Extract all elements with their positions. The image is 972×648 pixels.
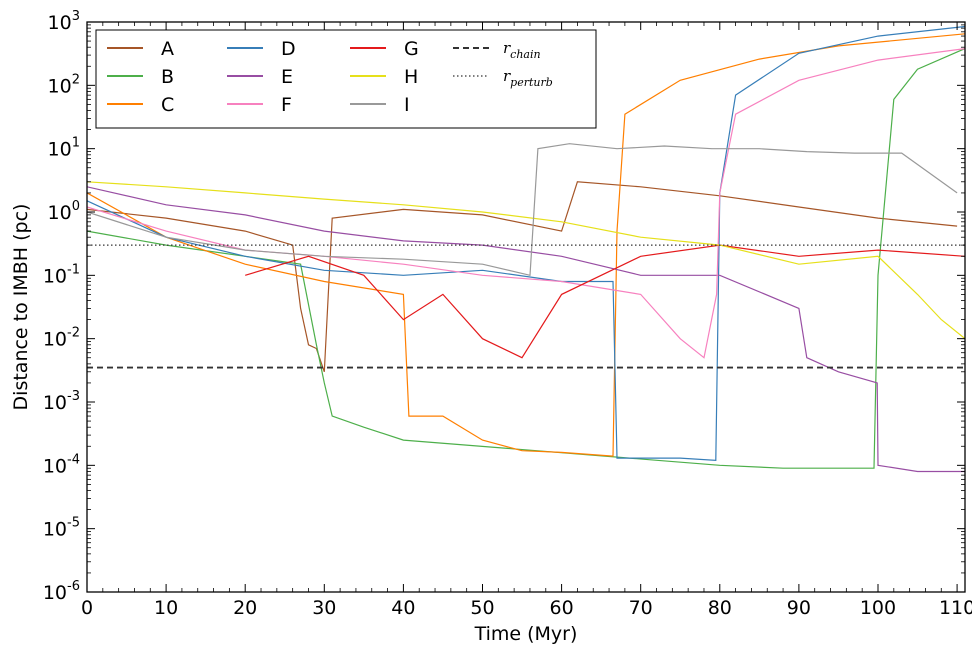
series-i-line bbox=[87, 143, 958, 277]
y-tick-label: 10-1 bbox=[43, 262, 80, 287]
y-axis-label: Distance to IMBH (pc) bbox=[10, 204, 32, 411]
x-tick-label: 30 bbox=[312, 597, 336, 619]
y-tick-label: 10-2 bbox=[43, 326, 80, 351]
reference-lines bbox=[87, 244, 965, 369]
legend-label-d: D bbox=[281, 38, 296, 60]
legend-label-perturb: rperturb bbox=[503, 67, 553, 89]
y-tick-label: 10-5 bbox=[43, 516, 80, 541]
y-tick-label: 101 bbox=[48, 136, 80, 161]
series-h-line bbox=[87, 181, 965, 340]
x-tick-label: 20 bbox=[233, 597, 257, 619]
x-axis-label: Time (Myr) bbox=[474, 623, 578, 645]
x-tick-label: 110 bbox=[939, 597, 972, 619]
legend-label-e: E bbox=[281, 66, 293, 88]
x-tick-label: 60 bbox=[550, 597, 574, 619]
legend-label-c: C bbox=[161, 94, 174, 116]
y-tick-label: 10-4 bbox=[43, 452, 80, 477]
series-c-line bbox=[87, 33, 965, 457]
y-tick-label: 102 bbox=[48, 72, 80, 97]
x-tick-label: 100 bbox=[860, 597, 896, 619]
legend-label-i: I bbox=[404, 94, 410, 116]
legend-label-f: F bbox=[281, 94, 292, 116]
x-tick-label: 80 bbox=[708, 597, 732, 619]
series-layer bbox=[87, 25, 965, 473]
x-tick-label: 0 bbox=[81, 597, 93, 619]
x-tick-label: 10 bbox=[154, 597, 178, 619]
y-tick-label: 10-6 bbox=[43, 579, 80, 604]
ticks: 0 10 20 30 40 50 60 70 80 90 100 110 10-6 10-5 10-4 10-… bbox=[43, 9, 972, 619]
y-tick-label: 10-3 bbox=[43, 389, 80, 414]
axes-frame bbox=[86, 21, 966, 593]
legend-label-h: H bbox=[404, 66, 418, 88]
y-tick-label: 100 bbox=[48, 199, 80, 224]
series-a-line bbox=[87, 181, 958, 372]
x-tick-label: 70 bbox=[629, 597, 653, 619]
x-tick-label: 50 bbox=[470, 597, 494, 619]
legend-label-chain: rchain bbox=[503, 39, 541, 61]
x-tick-label: 90 bbox=[787, 597, 811, 619]
series-b-line bbox=[87, 48, 965, 469]
series-e-line bbox=[87, 186, 965, 473]
series-g-line bbox=[245, 244, 965, 359]
legend-label-b: B bbox=[161, 66, 174, 88]
x-tick-label: 40 bbox=[391, 597, 415, 619]
legend-label-a: A bbox=[161, 38, 174, 60]
legend-label-g: G bbox=[404, 38, 419, 60]
y-tick-label: 103 bbox=[48, 9, 80, 34]
legend-box bbox=[95, 29, 597, 129]
